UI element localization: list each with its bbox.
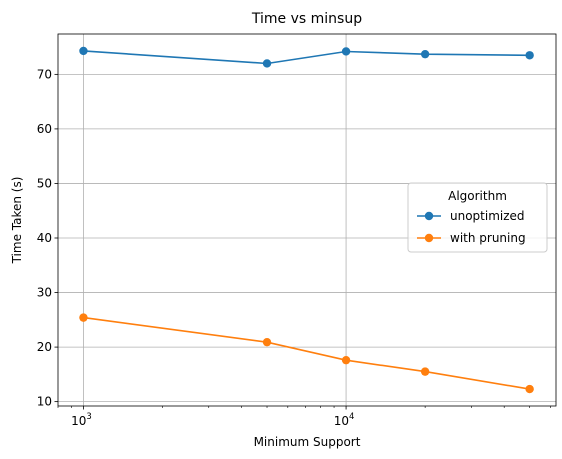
data-point [341, 47, 351, 56]
data-point [420, 367, 430, 376]
x-tick-label: 104 [334, 412, 355, 428]
legend-marker [424, 211, 434, 221]
series-line [83, 316, 530, 390]
x-tick-label: 103 [71, 412, 92, 428]
y-tick-label: 30 [37, 286, 52, 300]
chart-title: Time vs minsup [251, 11, 362, 27]
plot-frame [57, 33, 557, 407]
y-tick-label: 10 [37, 395, 52, 409]
series-layer [79, 46, 534, 394]
y-tick-label: 50 [37, 176, 52, 190]
x-tick-base: 10 [334, 414, 349, 428]
y-tick-label: 60 [37, 122, 52, 136]
legend-label: unoptimized [450, 209, 525, 223]
series-line [83, 50, 530, 65]
y-axis-label: Time Taken (s) [10, 177, 24, 265]
legend: Algorithm unoptimized with pruning [407, 182, 548, 253]
x-tick-base: 10 [71, 414, 86, 428]
series-0 [79, 46, 534, 68]
x-axis: 103 104 [71, 406, 354, 428]
y-tick-label: 20 [37, 340, 52, 354]
grid [58, 34, 556, 406]
data-point [525, 51, 534, 60]
legend-box [407, 182, 548, 253]
data-point [420, 49, 430, 59]
x-tick-exponent: 4 [349, 412, 354, 422]
x-axis-label: Minimum Support [254, 435, 361, 449]
x-tick-exponent: 3 [86, 412, 91, 422]
data-point [79, 46, 88, 56]
data-point [262, 59, 272, 68]
data-point [79, 313, 88, 322]
y-axis: 10 20 30 40 50 60 70 [37, 67, 58, 409]
legend-item: unoptimized [417, 209, 525, 223]
legend-label: with pruning [450, 231, 526, 245]
y-tick-label: 40 [37, 231, 52, 245]
legend-title: Algorithm [448, 189, 507, 203]
series-1 [79, 313, 534, 394]
y-tick-label: 70 [37, 67, 52, 81]
legend-marker [424, 233, 434, 243]
data-point [525, 384, 534, 394]
legend-item: with pruning [417, 231, 526, 245]
data-point [262, 337, 272, 347]
data-point [341, 355, 351, 365]
